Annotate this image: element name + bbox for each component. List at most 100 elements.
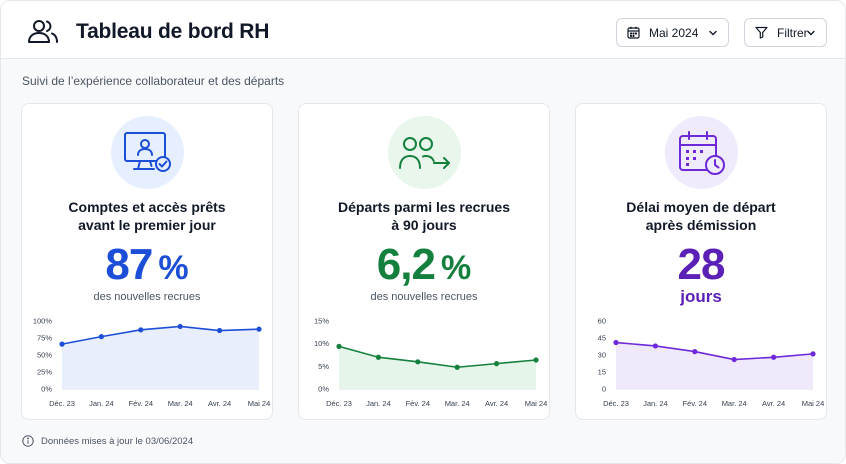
kpi-value: 87% [22, 241, 272, 299]
card-title-line1: Délai moyen de départ [626, 199, 776, 215]
x-tick-label: Fév. 24 [406, 399, 430, 408]
x-tick-label: Fév. 24 [129, 399, 153, 408]
x-tick-label: Avr. 24 [208, 399, 231, 408]
y-tick-label: 0% [41, 385, 52, 394]
trend-chart-average-departure-delay: 0 15 30 45 60 Déc. 23 Jan. 24 Fév. 24 Mar. 24 Avr… [598, 317, 825, 409]
data-point [731, 356, 737, 363]
series-line [615, 341, 814, 361]
y-tick-label: 45 [598, 334, 606, 343]
filter-icon [755, 26, 768, 39]
kpi-number: 28 [677, 240, 726, 289]
kpi-number: 6,2 [376, 240, 436, 289]
kpi-value: 28 [576, 241, 826, 299]
x-tick-label: Jan. 24 [89, 399, 114, 408]
monitor-user-check-icon [123, 131, 171, 172]
x-tick-label: Jan. 24 [366, 399, 391, 408]
month-label: Mai 2024 [649, 25, 699, 40]
chevron-down-icon [807, 30, 815, 36]
card-title: Comptes et accès prêts avant le premier … [22, 198, 272, 234]
page-subtitle: Suivi de l’expérience collaborateur et d… [22, 74, 285, 88]
kpi-note: des nouvelles recrues [370, 291, 478, 303]
card-title-line1: Départs parmi les recrues [338, 199, 510, 215]
x-tick-label: Mai 24 [248, 399, 271, 408]
kpi-card-average-departure-delay: Délai moyen de départ après démission 28… [575, 103, 827, 420]
month-selector[interactable]: Mai 2024 [616, 18, 729, 47]
data-point [98, 334, 104, 340]
kpi-number: 87 [105, 240, 153, 289]
kpi-unit: % [440, 249, 472, 287]
series-area [339, 346, 536, 389]
trend-chart-new-hire-departures: 0% 5% 10% 15% Déc. 23 Jan. 24 Fév. 24 Mar. 24 Av… [314, 317, 548, 409]
series-line [61, 325, 260, 345]
kpi-unit: % [158, 249, 189, 287]
data-point [692, 349, 698, 355]
x-tick-label: Jan. 24 [643, 399, 668, 408]
y-tick-label: 50% [37, 351, 52, 360]
x-tick-label: Déc. 23 [603, 399, 629, 408]
y-tick-label: 60 [598, 317, 606, 326]
y-tick-label: 0% [318, 385, 329, 394]
data-point [494, 361, 500, 367]
data-point [59, 341, 65, 347]
y-tick-label: 75% [37, 334, 52, 343]
data-point [375, 354, 381, 360]
x-tick-label: Avr. 24 [762, 399, 785, 408]
kpi-note: des nouvelles recrues [93, 291, 201, 303]
series-area [62, 326, 259, 389]
card-title-line2: après démission [645, 217, 757, 233]
x-tick-label: Déc. 23 [49, 399, 75, 408]
kpi-card-new-hire-departures: Départs parmi les recrues à 90 jours 6,2… [298, 103, 550, 420]
data-point [177, 323, 183, 330]
card-title: Délai moyen de départ après démission [576, 198, 826, 234]
data-point [810, 351, 816, 357]
x-tick-label: Déc. 23 [326, 399, 352, 408]
card-icon-circle [111, 116, 184, 189]
data-point [454, 364, 460, 370]
y-tick-label: 0 [602, 385, 606, 394]
card-title-line1: Comptes et accès prêts [68, 199, 226, 215]
filter-button[interactable]: Filtrer [744, 18, 827, 47]
card-icon-circle [388, 116, 461, 189]
footer-text: Données mises à jour le 03/06/2024 [41, 435, 194, 447]
data-point [652, 343, 658, 349]
data-point [613, 339, 619, 346]
y-tick-label: 25% [37, 368, 52, 377]
y-tick-label: 15 [598, 368, 606, 377]
filter-label: Filtrer [777, 25, 808, 40]
kpi-value: 6,2% [299, 241, 549, 299]
data-point [415, 359, 421, 365]
data-point [217, 327, 223, 334]
y-tick-label: 100% [33, 317, 53, 326]
x-tick-label: Mai 24 [525, 399, 548, 408]
data-point [533, 357, 539, 363]
users-exit-icon [398, 136, 450, 169]
x-tick-label: Mai 24 [802, 399, 825, 408]
top-bar: Tableau de bord RH Mai 2024 Fi [1, 1, 845, 59]
footer-note: Données mises à jour le 03/06/2024 [22, 435, 193, 447]
card-title-line2: à 90 jours [391, 217, 457, 233]
card-title-line2: avant le premier jour [78, 217, 216, 233]
page-title: Tableau de bord RH [76, 20, 270, 43]
y-tick-label: 10% [314, 339, 329, 348]
series-line [338, 345, 537, 369]
chevron-down-icon [709, 30, 717, 36]
kpi-note: jours [680, 287, 722, 306]
y-tick-label: 15% [314, 317, 329, 326]
data-point [336, 343, 342, 349]
users-icon [28, 20, 58, 43]
y-tick-label: 30 [598, 351, 606, 360]
trend-chart-accounts-ready: 0% 25% 50% 75% 100% Déc. 23 Jan. 24 Fév. 24 Mar.… [33, 317, 271, 409]
calendar-icon [627, 26, 640, 39]
series-area [616, 342, 813, 389]
x-tick-label: Avr. 24 [485, 399, 508, 408]
data-point [771, 354, 777, 360]
card-title: Départs parmi les recrues à 90 jours [299, 198, 549, 234]
kpi-card-accounts-ready: Comptes et accès prêts avant le premier … [21, 103, 273, 420]
x-tick-label: Mar. 24 [168, 399, 193, 408]
data-point [138, 327, 144, 333]
x-tick-label: Mar. 24 [445, 399, 470, 408]
y-tick-label: 5% [318, 362, 329, 371]
calendar-clock-icon [678, 130, 725, 175]
x-tick-label: Fév. 24 [683, 399, 707, 408]
